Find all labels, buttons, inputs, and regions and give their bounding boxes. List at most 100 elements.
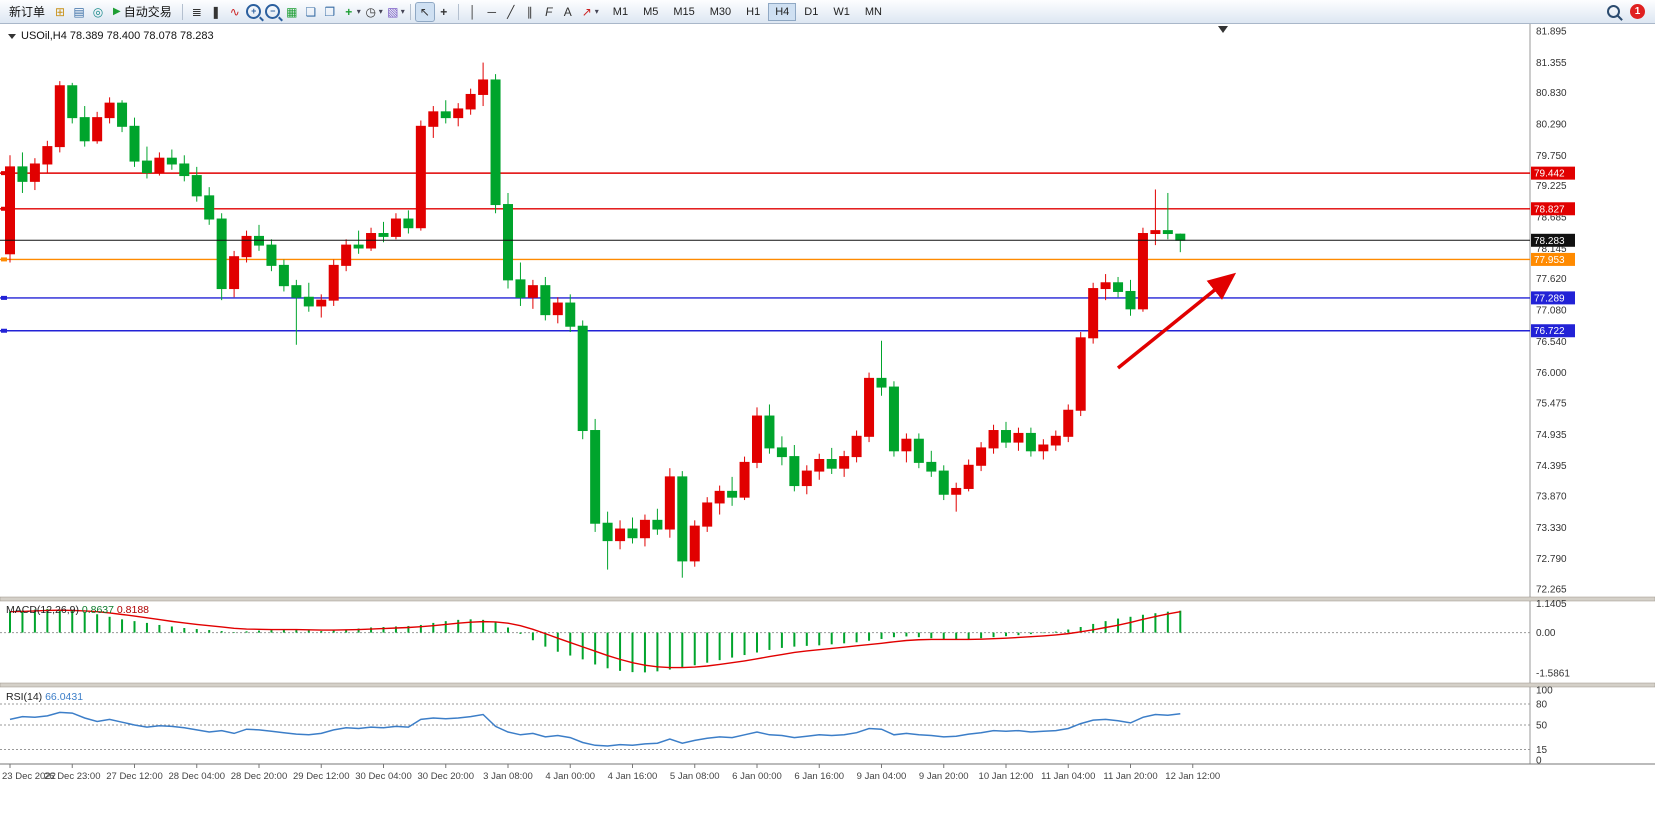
chart-info-line[interactable]: USOil,H4 78.389 78.400 78.078 78.283 bbox=[8, 30, 214, 42]
line-chart-mode-icon[interactable]: ∿ bbox=[229, 4, 240, 19]
svg-text:50: 50 bbox=[1536, 721, 1548, 732]
bar-chart-mode-icon[interactable]: ≣ bbox=[191, 4, 202, 19]
zoom-out-icon[interactable]: − bbox=[264, 3, 282, 21]
svg-text:MACD(12,26,9) 0.8637 0.8188: MACD(12,26,9) 0.8637 0.8188 bbox=[6, 604, 149, 616]
notification-badge[interactable]: 1 bbox=[1630, 4, 1645, 19]
svg-text:30 Dec 20:00: 30 Dec 20:00 bbox=[417, 771, 474, 782]
candlesticks bbox=[5, 62, 1186, 578]
svg-text:6 Jan 00:00: 6 Jan 00:00 bbox=[732, 771, 782, 782]
autotrading-button[interactable]: ▶ 自动交易 bbox=[108, 1, 177, 22]
tf-m30-button[interactable]: M30 bbox=[703, 3, 738, 21]
vertical-line-tool-icon[interactable]: │ bbox=[469, 4, 477, 19]
rsi-splitter[interactable] bbox=[0, 682, 1655, 688]
svg-text:23 Dec 2022: 23 Dec 2022 bbox=[2, 771, 56, 782]
price-axis[interactable]: 81.895 81.355 80.830 80.290 79.750 79.225 78.6… bbox=[1536, 27, 1567, 596]
fibonacci-tool-icon[interactable]: F bbox=[545, 4, 553, 19]
svg-text:5 Jan 08:00: 5 Jan 08:00 bbox=[670, 771, 720, 782]
market-watch-icon[interactable]: ◎ bbox=[92, 4, 104, 19]
cascade-windows-icon[interactable]: ❐ bbox=[324, 4, 336, 19]
svg-text:6 Jan 16:00: 6 Jan 16:00 bbox=[794, 771, 844, 782]
cursor-tool-icon[interactable]: ↖ bbox=[414, 1, 435, 22]
svg-text:73.870: 73.870 bbox=[1536, 492, 1567, 503]
svg-text:3 Jan 08:00: 3 Jan 08:00 bbox=[483, 771, 533, 782]
timeframe-group: M1 M5 M15 M30 H1 H4 D1 W1 MN bbox=[606, 2, 889, 21]
tf-d1-button[interactable]: D1 bbox=[797, 3, 825, 21]
horizontal-line-76.722[interactable] bbox=[0, 328, 1530, 333]
arrows-tool-icon[interactable]: ↗ bbox=[581, 4, 592, 19]
toolbar: 新订单 ⊞ ▤ ◎ ▶ 自动交易 ≣ ❚ ∿ + − ▦ ❏ ❐ + ▾ ◷ ▾… bbox=[0, 0, 1655, 24]
chart-region: 81.895 81.355 80.830 80.290 79.750 79.225 78.6… bbox=[0, 24, 1655, 826]
svg-text:76.722: 76.722 bbox=[1534, 326, 1565, 337]
tf-h4-button[interactable]: H4 bbox=[768, 2, 797, 21]
zoom-in-icon[interactable]: + bbox=[245, 3, 263, 21]
svg-text:10 Jan 12:00: 10 Jan 12:00 bbox=[979, 771, 1034, 782]
svg-text:76.540: 76.540 bbox=[1536, 337, 1567, 348]
svg-text:80: 80 bbox=[1536, 700, 1548, 711]
chart-background bbox=[0, 24, 1655, 826]
svg-text:78.145: 78.145 bbox=[1536, 244, 1567, 255]
crosshair-tool-icon[interactable]: + bbox=[440, 4, 448, 19]
trendline-tool-icon[interactable]: ╱ bbox=[507, 4, 515, 19]
svg-text:12 Jan 12:00: 12 Jan 12:00 bbox=[1165, 771, 1220, 782]
svg-text:4 Jan 00:00: 4 Jan 00:00 bbox=[545, 771, 595, 782]
svg-text:28 Dec 20:00: 28 Dec 20:00 bbox=[231, 771, 288, 782]
arrows-caret-icon[interactable]: ▾ bbox=[594, 7, 599, 16]
channel-tool-icon[interactable]: ∥ bbox=[526, 4, 533, 19]
svg-text:-1.5861: -1.5861 bbox=[1536, 669, 1570, 680]
tf-w1-button[interactable]: W1 bbox=[826, 3, 857, 21]
macd-histogram bbox=[9, 608, 1182, 673]
svg-text:11 Jan 04:00: 11 Jan 04:00 bbox=[1041, 771, 1095, 782]
toolbar-separator bbox=[457, 3, 459, 20]
new-order-button[interactable]: 新订单 bbox=[4, 1, 50, 22]
svg-text:73.330: 73.330 bbox=[1536, 523, 1567, 534]
horizontal-line-78.827[interactable] bbox=[0, 206, 1530, 211]
text-tool-icon[interactable]: A bbox=[563, 4, 572, 19]
svg-text:15: 15 bbox=[1536, 745, 1548, 756]
new-chart-icon[interactable]: ⊞ bbox=[54, 4, 66, 19]
svg-text:29 Dec 12:00: 29 Dec 12:00 bbox=[293, 771, 350, 782]
autotrading-play-icon: ▶ bbox=[113, 6, 121, 17]
svg-text:27 Dec 12:00: 27 Dec 12:00 bbox=[106, 771, 163, 782]
svg-text:77.953: 77.953 bbox=[1534, 255, 1565, 266]
horizontal-line-77.953[interactable] bbox=[0, 257, 1530, 262]
svg-text:USOil,H4 78.389 78.400 78.078: USOil,H4 78.389 78.400 78.078 78.283 bbox=[21, 30, 214, 42]
indicators-icon[interactable]: + bbox=[345, 4, 353, 19]
svg-text:80.830: 80.830 bbox=[1536, 88, 1567, 99]
svg-text:81.355: 81.355 bbox=[1536, 58, 1567, 69]
horizontal-line-tool-icon[interactable]: ─ bbox=[487, 4, 497, 19]
tf-m15-button[interactable]: M15 bbox=[666, 3, 701, 21]
svg-text:72.265: 72.265 bbox=[1536, 585, 1567, 596]
tf-m5-button[interactable]: M5 bbox=[636, 3, 665, 21]
rsi-label: RSI(14) 66.0431 bbox=[6, 691, 83, 703]
svg-text:81.895: 81.895 bbox=[1536, 27, 1567, 38]
periods-caret-icon[interactable]: ▾ bbox=[378, 7, 383, 16]
macd-splitter[interactable] bbox=[0, 596, 1655, 602]
svg-text:72.790: 72.790 bbox=[1536, 554, 1567, 565]
periods-icon[interactable]: ◷ bbox=[365, 4, 376, 19]
horizontal-line-79.442[interactable] bbox=[0, 171, 1530, 176]
toolbar-separator bbox=[409, 3, 411, 20]
rsi-line bbox=[9, 711, 1181, 747]
tile-windows-icon[interactable]: ❏ bbox=[305, 4, 317, 19]
chart-shift-marker[interactable] bbox=[1218, 26, 1228, 33]
horizontal-line-77.289[interactable] bbox=[0, 295, 1530, 300]
grid-icon[interactable]: ▦ bbox=[286, 4, 298, 19]
svg-text:1.1405: 1.1405 bbox=[1536, 599, 1567, 610]
templates-caret-icon[interactable]: ▾ bbox=[400, 7, 405, 16]
chart-area[interactable]: 81.895 81.355 80.830 80.290 79.750 79.225 78.6… bbox=[0, 24, 1655, 826]
tf-h1-button[interactable]: H1 bbox=[739, 3, 767, 21]
profiles-icon[interactable]: ▤ bbox=[73, 4, 85, 19]
tf-mn-button[interactable]: MN bbox=[858, 3, 889, 21]
search-icon[interactable] bbox=[1607, 5, 1620, 18]
svg-text:0.00: 0.00 bbox=[1536, 628, 1556, 639]
autotrading-label: 自动交易 bbox=[123, 5, 172, 19]
macd-signal-line bbox=[9, 609, 1181, 669]
indicators-caret-icon[interactable]: ▾ bbox=[356, 7, 361, 16]
templates-icon[interactable]: ▧ bbox=[387, 4, 399, 19]
trend-arrow[interactable] bbox=[1116, 272, 1237, 370]
candlestick-mode-icon[interactable]: ❚ bbox=[210, 4, 221, 19]
tf-m1-button[interactable]: M1 bbox=[606, 3, 635, 21]
svg-text:79.225: 79.225 bbox=[1536, 181, 1567, 192]
